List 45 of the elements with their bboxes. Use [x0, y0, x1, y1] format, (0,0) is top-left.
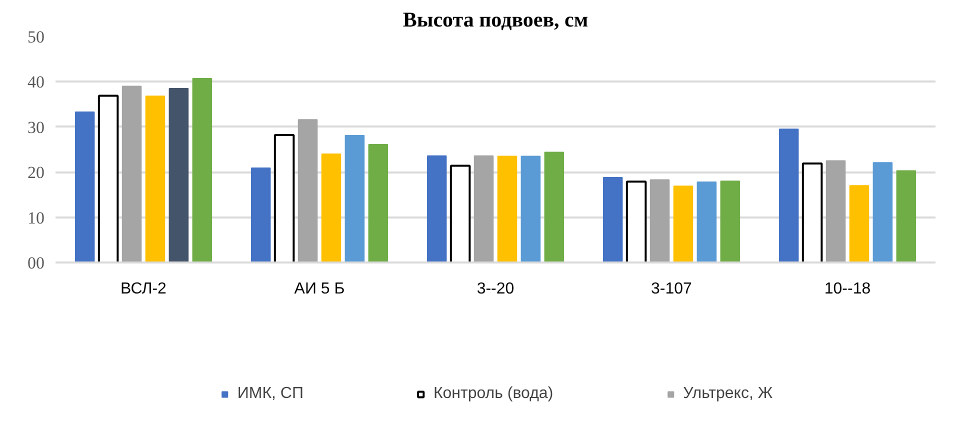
bar: [344, 134, 365, 262]
bar: [778, 128, 799, 262]
bar: [673, 186, 694, 262]
bar: [872, 162, 893, 262]
bar: [520, 156, 541, 262]
y-tick-label: 40: [28, 72, 44, 92]
y-tick-label: 10: [28, 208, 44, 228]
x-tick-label: 3--20: [476, 280, 514, 298]
bar: [74, 111, 95, 262]
bar: [720, 180, 740, 262]
bar: [626, 180, 647, 262]
legend-label: Контроль (вода): [433, 385, 554, 403]
x-tick-label: 10--18: [824, 280, 871, 298]
legend-label: Ультрекс, Ж: [683, 385, 773, 403]
bar: [650, 179, 670, 262]
bar: [145, 96, 166, 262]
x-tick-label: АИ 5 Б: [294, 280, 345, 298]
bar: [368, 144, 388, 262]
y-tick-label: 50: [28, 28, 44, 46]
bar: [474, 155, 494, 262]
bar: [168, 88, 189, 262]
bar: [802, 162, 823, 262]
bar: [896, 170, 916, 262]
bar: [98, 94, 119, 262]
bar: [298, 119, 318, 262]
bar: [274, 134, 295, 262]
bar: [250, 168, 271, 262]
bar: [497, 156, 518, 262]
bar: [696, 182, 717, 262]
bar: [450, 164, 471, 262]
x-tick-label: ВСЛ-2: [120, 280, 167, 298]
bar: [192, 78, 212, 262]
y-tick-label: 20: [28, 163, 44, 182]
chart-title: Высота подвоев, см: [402, 8, 588, 32]
bar: [826, 160, 846, 262]
bar: [544, 152, 564, 262]
y-tick-label: 00: [28, 254, 44, 272]
bar: [849, 185, 870, 262]
bar: [321, 154, 342, 262]
bar: [122, 86, 142, 262]
x-tick-label: 3-107: [651, 280, 692, 298]
y-tick-label: 30: [28, 118, 44, 137]
bar: [426, 155, 447, 262]
bar: [602, 177, 623, 262]
legend-label: ИМК, СП: [237, 385, 304, 403]
